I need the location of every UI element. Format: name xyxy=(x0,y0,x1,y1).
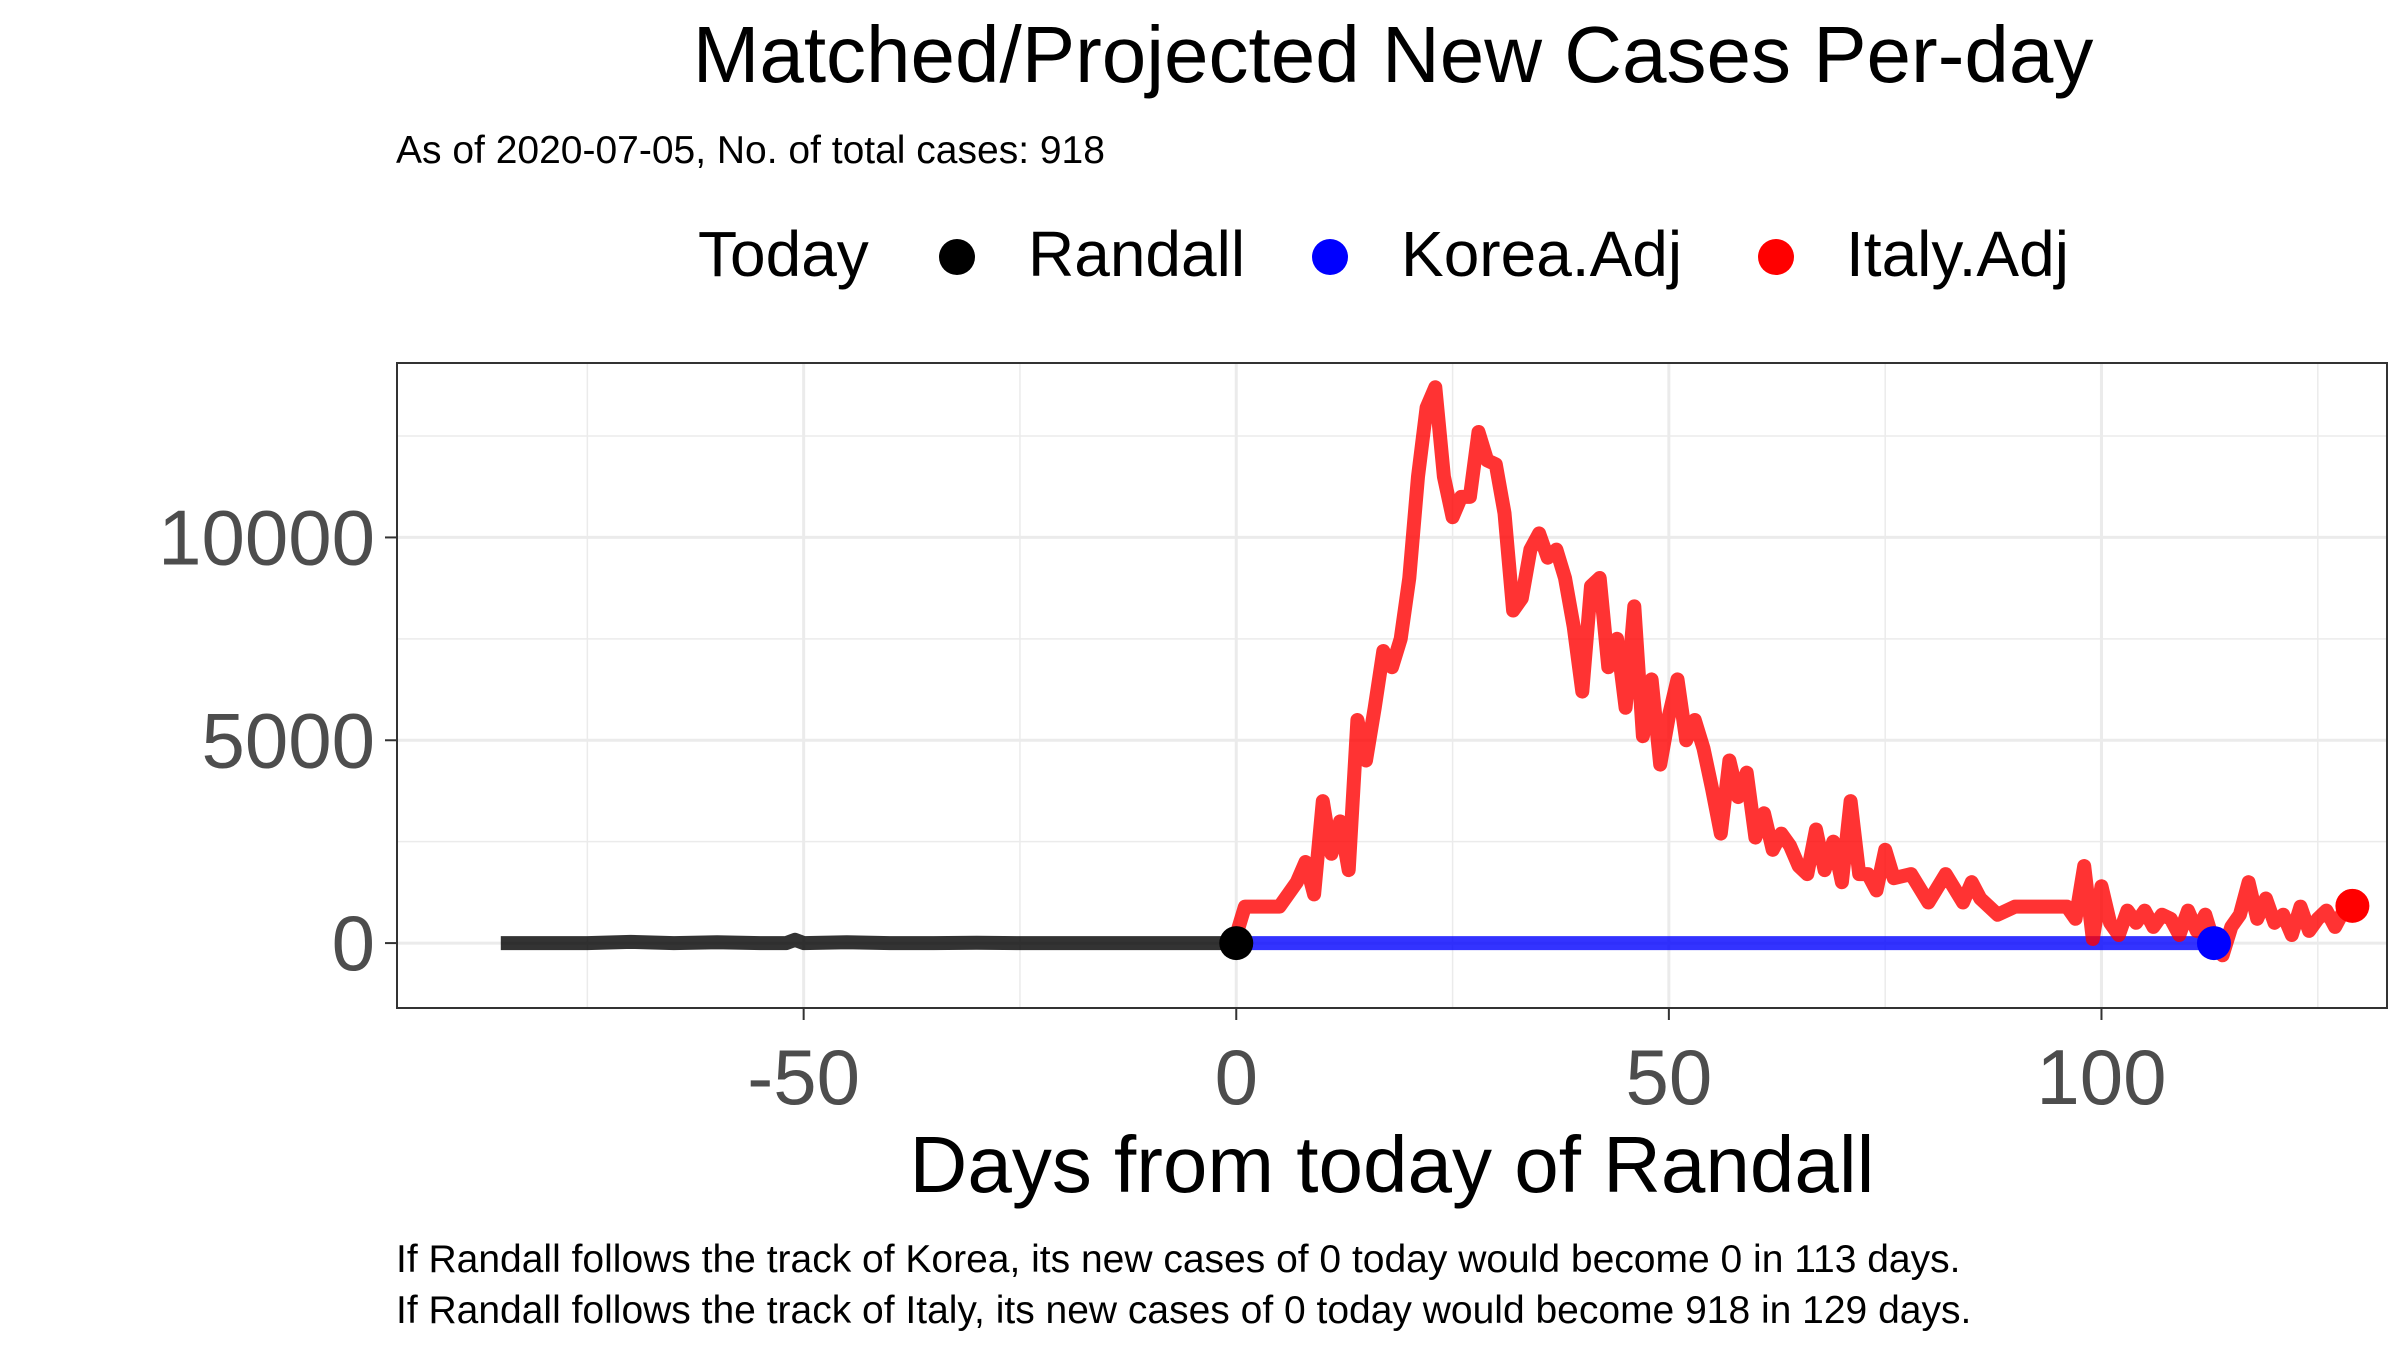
x-axis-ticks: -50 0 50 100 xyxy=(747,1008,2167,1121)
x-tick-label: 0 xyxy=(1215,1033,1258,1121)
today-point-korea-adj xyxy=(2196,926,2231,961)
legend-key-randall xyxy=(939,239,975,275)
y-tick-label: 0 xyxy=(332,899,375,987)
x-axis-title: Days from today of Randall xyxy=(910,1120,1875,1209)
series-line-randall xyxy=(500,932,1237,951)
legend-key-korea xyxy=(1312,239,1348,275)
plot-border xyxy=(396,362,2388,1009)
y-tick-label: 10000 xyxy=(158,493,375,581)
grid-lines xyxy=(397,363,2387,1008)
x-tick-label: 100 xyxy=(2036,1033,2166,1121)
legend-title: Today xyxy=(698,218,869,290)
chart-title: Matched/Projected New Cases Per-day xyxy=(693,10,2094,99)
chart-subtitle: As of 2020-07-05, No. of total cases: 91… xyxy=(396,129,1105,172)
today-point-randall xyxy=(1219,926,1254,961)
today-point-italy-adj xyxy=(2335,888,2370,923)
legend-label-korea: Korea.Adj xyxy=(1401,218,1682,290)
legend: Today Randall Korea.Adj Italy.Adj xyxy=(698,218,2069,290)
y-axis-ticks: 0 5000 10000 xyxy=(158,493,397,987)
legend-label-italy: Italy.Adj xyxy=(1846,218,2069,290)
annotation-italy: If Randall follows the track of Italy, i… xyxy=(396,1289,1971,1332)
series-line-italy-adj xyxy=(1229,380,2356,963)
x-tick-label: 50 xyxy=(1625,1033,1712,1121)
y-tick-label: 5000 xyxy=(201,696,375,784)
annotation-korea: If Randall follows the track of Korea, i… xyxy=(396,1238,1960,1281)
legend-key-italy xyxy=(1758,239,1794,275)
legend-label-randall: Randall xyxy=(1028,218,1245,290)
today-points xyxy=(1219,888,2370,961)
x-tick-label: -50 xyxy=(747,1033,860,1121)
series-layer xyxy=(500,380,2356,963)
